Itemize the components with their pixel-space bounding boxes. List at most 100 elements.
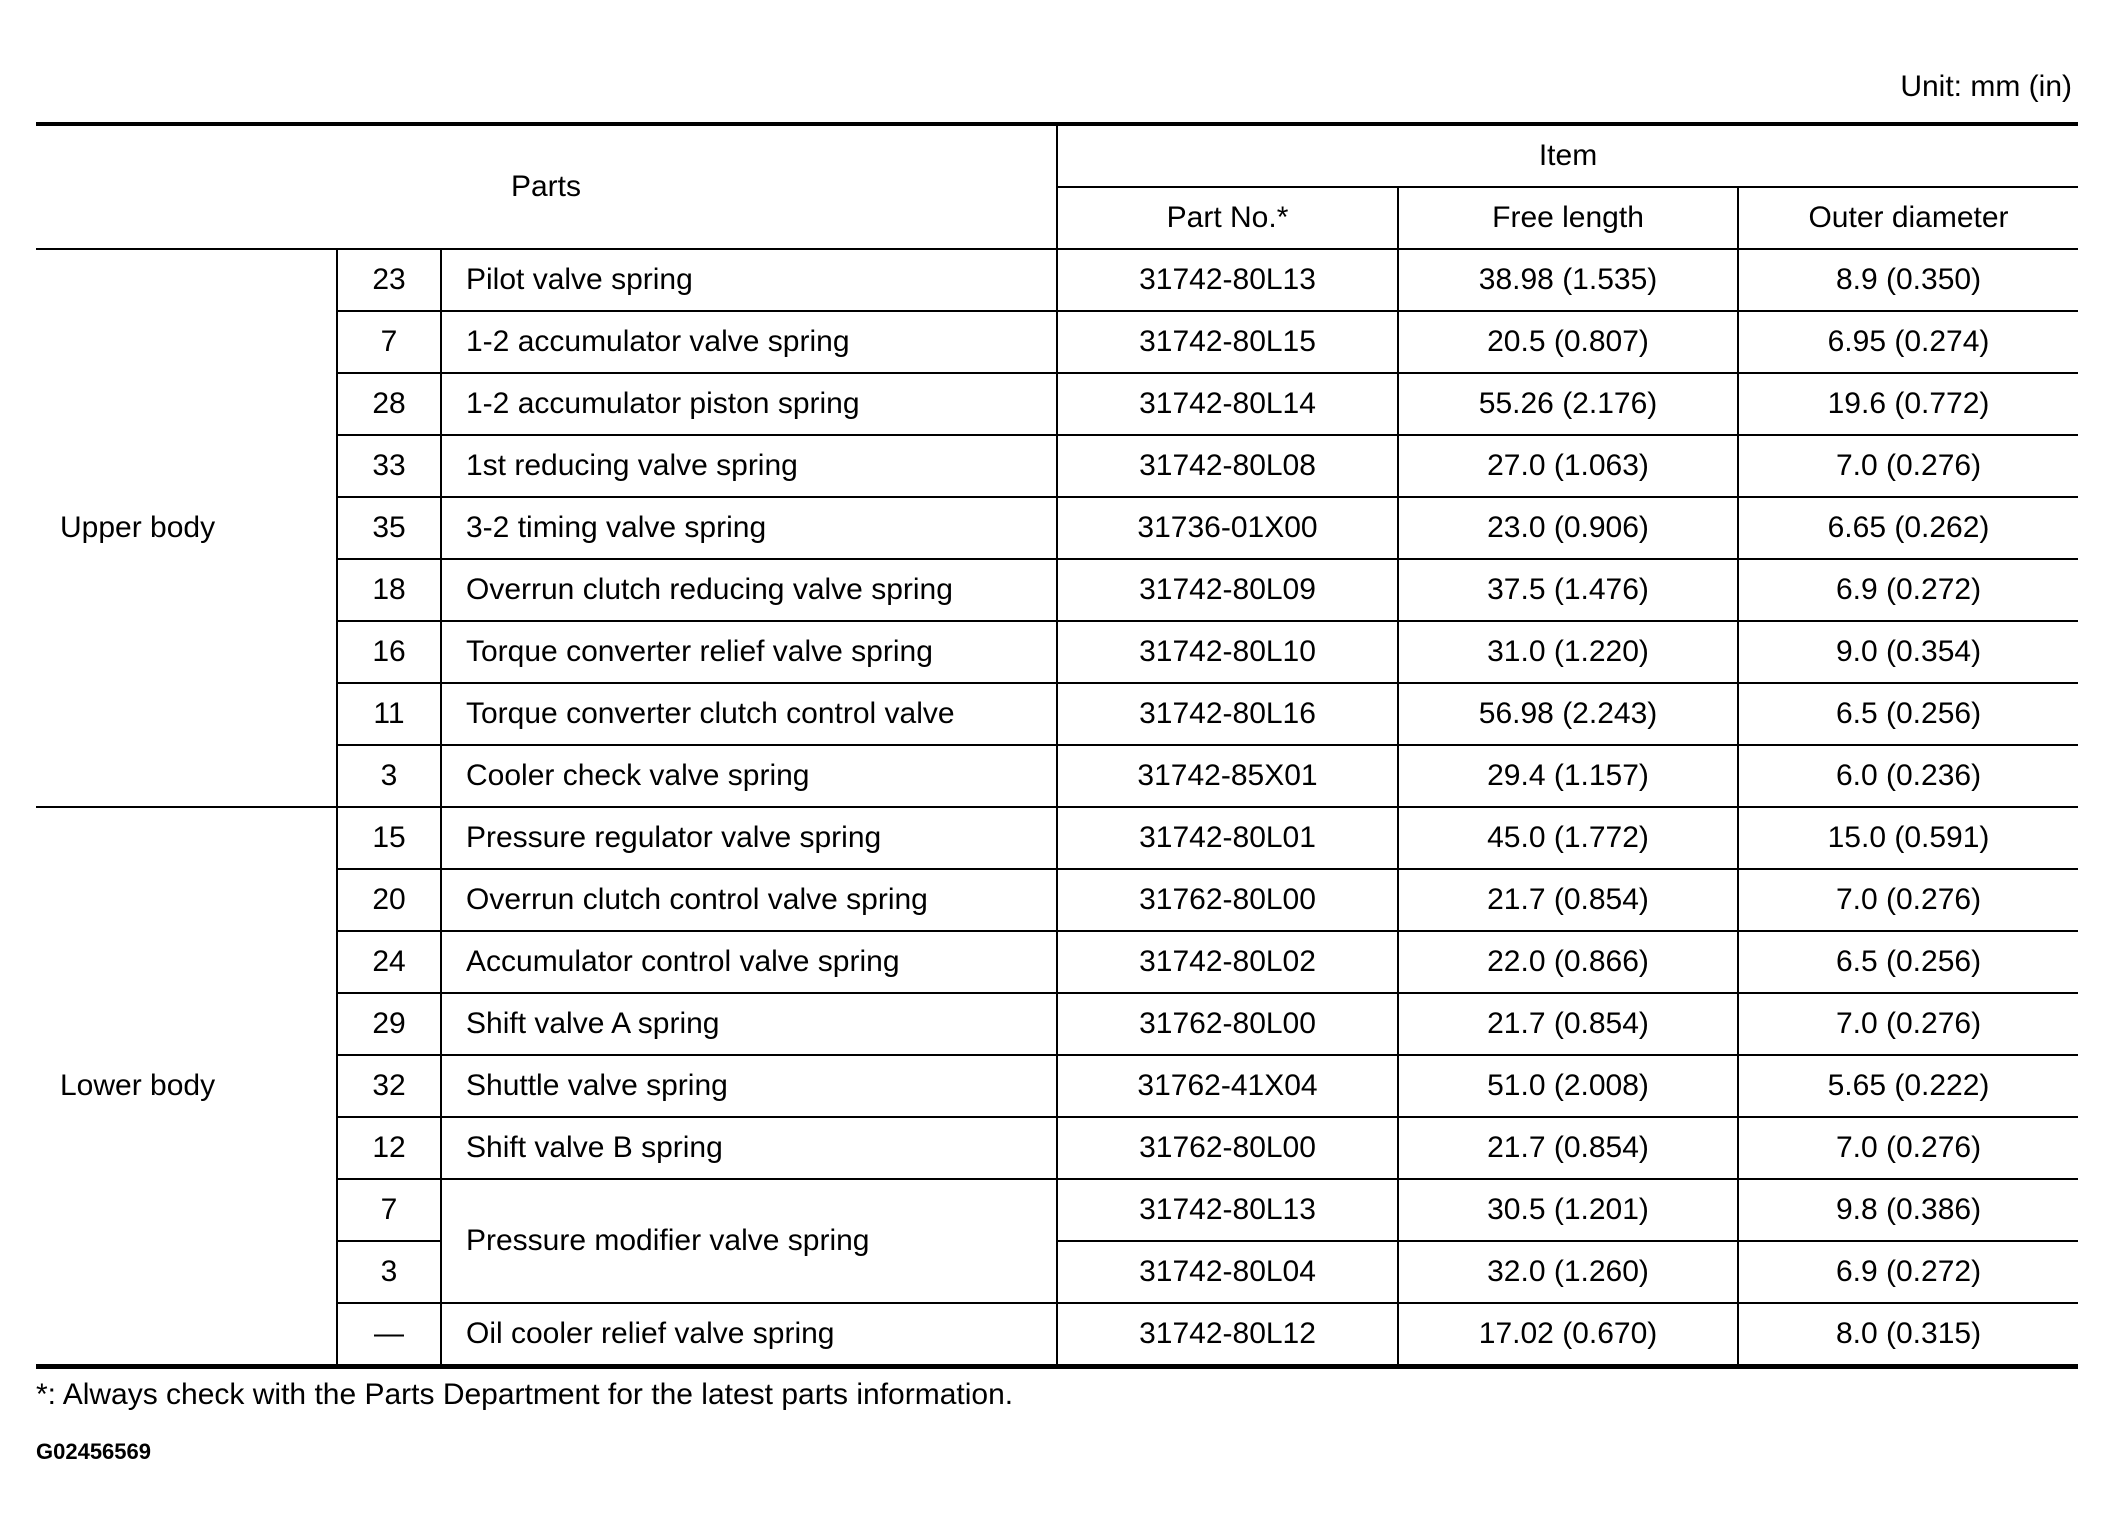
part-number-ref: 35 [337, 496, 442, 560]
free-length: 56.98 (2.243) [1397, 682, 1740, 746]
outer-diameter: 5.65 (0.222) [1737, 1054, 2079, 1118]
table-row: 12 Shift valve B spring 31762-80L00 21.7 (0… [36, 1116, 2079, 1180]
part-number-ref: 7 [337, 1178, 442, 1242]
figure-code: G02456569 [36, 1439, 151, 1464]
table-row: 3 31742-80L04 32.0 (1.260) 6.9 (0.272) [36, 1240, 2079, 1304]
part-no: 31736-01X00 [1056, 496, 1400, 560]
part-no: 31762-80L00 [1056, 868, 1400, 932]
part-number-ref: 3 [337, 744, 442, 808]
free-length: 21.7 (0.854) [1397, 992, 1740, 1056]
part-number-ref: 33 [337, 434, 442, 498]
part-name: 1-2 accumulator valve spring [439, 310, 1059, 374]
part-no: 31742-80L02 [1056, 930, 1400, 994]
part-no: 31742-80L04 [1056, 1240, 1400, 1304]
part-name: Overrun clutch reducing valve spring [439, 558, 1059, 622]
table-row: 7 Pressure modifier valve spring 31742-80L… [36, 1178, 2079, 1304]
part-number-ref: 29 [337, 992, 442, 1056]
unit-label: Unit: mm (in) [1900, 70, 2072, 103]
part-no: 31742-80L08 [1056, 434, 1400, 498]
table-row: 3 Cooler check valve spring 31742-85X01 29.… [36, 744, 2079, 808]
spring-spec-table: Parts Item Part No.* Free length Outer d… [36, 122, 2079, 1369]
part-name: Shuttle valve spring [439, 1054, 1059, 1118]
outer-diameter: 6.0 (0.236) [1737, 744, 2079, 808]
free-length: 17.02 (0.670) [1397, 1302, 1740, 1368]
part-name: Torque converter relief valve spring [439, 620, 1059, 684]
part-name: Pressure regulator valve spring [439, 806, 1059, 870]
part-no: 31742-80L01 [1056, 806, 1400, 870]
outer-diameter: 6.9 (0.272) [1737, 1240, 2079, 1304]
part-number-ref: 16 [337, 620, 442, 684]
part-number-ref: 12 [337, 1116, 442, 1180]
outer-diameter: 6.5 (0.256) [1737, 930, 2079, 994]
table-row: 20 Overrun clutch control valve spring 317… [36, 868, 2079, 932]
table-row: 35 3-2 timing valve spring 31736-01X00 23.0… [36, 496, 2079, 560]
part-no: 31742-80L14 [1056, 372, 1400, 436]
part-no: 31742-80L09 [1056, 558, 1400, 622]
header-part-no: Part No.* [1057, 186, 1400, 250]
part-name: Shift valve A spring [439, 992, 1059, 1056]
outer-diameter: 6.5 (0.256) [1737, 682, 2079, 746]
part-no: 31742-80L12 [1056, 1302, 1400, 1368]
part-name: Accumulator control valve spring [439, 930, 1059, 994]
part-name: 3-2 timing valve spring [439, 496, 1059, 560]
part-no: 31742-85X01 [1056, 744, 1400, 808]
outer-diameter: 7.0 (0.276) [1737, 1116, 2079, 1180]
table-row: 11 Torque converter clutch control valve 3… [36, 682, 2079, 746]
part-number-ref: 32 [337, 1054, 442, 1118]
outer-diameter: 6.95 (0.274) [1737, 310, 2079, 374]
free-length: 45.0 (1.772) [1397, 806, 1740, 870]
part-name: Torque converter clutch control valve [439, 682, 1059, 746]
free-length: 37.5 (1.476) [1397, 558, 1740, 622]
free-length: 30.5 (1.201) [1397, 1178, 1740, 1242]
free-length: 51.0 (2.008) [1397, 1054, 1740, 1118]
part-number-ref: 3 [337, 1240, 442, 1304]
table-row: 16 Torque converter relief valve spring 31… [36, 620, 2079, 684]
free-length: 38.98 (1.535) [1397, 248, 1740, 312]
free-length: 20.5 (0.807) [1397, 310, 1740, 374]
table-row: 33 1st reducing valve spring 31742-80L08 27… [36, 434, 2079, 498]
free-length: 27.0 (1.063) [1397, 434, 1740, 498]
part-name: Pilot valve spring [439, 248, 1059, 312]
free-length: 22.0 (0.866) [1397, 930, 1740, 994]
free-length: 21.7 (0.854) [1397, 868, 1740, 932]
part-number-ref: 20 [337, 868, 442, 932]
table-row: — Oil cooler relief valve spring 31742-80L… [36, 1302, 2079, 1368]
part-name: Cooler check valve spring [439, 744, 1059, 808]
free-length: 32.0 (1.260) [1397, 1240, 1740, 1304]
part-number-ref: 28 [337, 372, 442, 436]
outer-diameter: 7.0 (0.276) [1737, 434, 2079, 498]
outer-diameter: 19.6 (0.772) [1737, 372, 2079, 436]
part-no: 31742-80L13 [1056, 248, 1400, 312]
table-row: Upper body 23 Pilot valve spring 31742-80L1… [36, 248, 2079, 808]
group-lower-body: Lower body [36, 806, 338, 1368]
part-name: Overrun clutch control valve spring [439, 868, 1059, 932]
table-row: 28 1-2 accumulator piston spring 31742-80L… [36, 372, 2079, 436]
free-length: 23.0 (0.906) [1397, 496, 1740, 560]
outer-diameter: 9.8 (0.386) [1737, 1178, 2079, 1242]
part-number-ref: 23 [336, 248, 442, 312]
table-row: 32 Shuttle valve spring 31762-41X04 51.0 (2… [36, 1054, 2079, 1118]
part-no: 31742-80L13 [1056, 1178, 1400, 1242]
part-name: Shift valve B spring [439, 1116, 1059, 1180]
part-no: 31762-80L00 [1056, 1116, 1400, 1180]
group-upper-body: Upper body [36, 248, 338, 808]
outer-diameter: 6.65 (0.262) [1737, 496, 2079, 560]
header-parts: Parts [36, 123, 1059, 250]
outer-diameter: 8.9 (0.350) [1737, 248, 2079, 312]
part-number-ref: 7 [337, 310, 442, 374]
outer-diameter: 7.0 (0.276) [1737, 868, 2079, 932]
part-name: 1-2 accumulator piston spring [439, 372, 1059, 436]
part-no: 31762-41X04 [1056, 1054, 1400, 1118]
header-free-length: Free length [1397, 186, 1740, 250]
table-row: 7 1-2 accumulator valve spring 31742-80L15… [36, 310, 2079, 374]
header-outer-diameter: Outer diameter [1737, 186, 2079, 250]
part-no: 31742-80L16 [1056, 682, 1400, 746]
table-row: 24 Accumulator control valve spring 31742-… [36, 930, 2079, 994]
part-number-ref: 11 [337, 682, 442, 746]
part-name: Pressure modifier valve spring [439, 1178, 1059, 1304]
part-no: 31742-80L15 [1056, 310, 1400, 374]
free-length: 21.7 (0.854) [1397, 1116, 1740, 1180]
table-row: 18 Overrun clutch reducing valve spring 31… [36, 558, 2079, 622]
part-name: 1st reducing valve spring [439, 434, 1059, 498]
header-item: Item [1056, 123, 2079, 188]
